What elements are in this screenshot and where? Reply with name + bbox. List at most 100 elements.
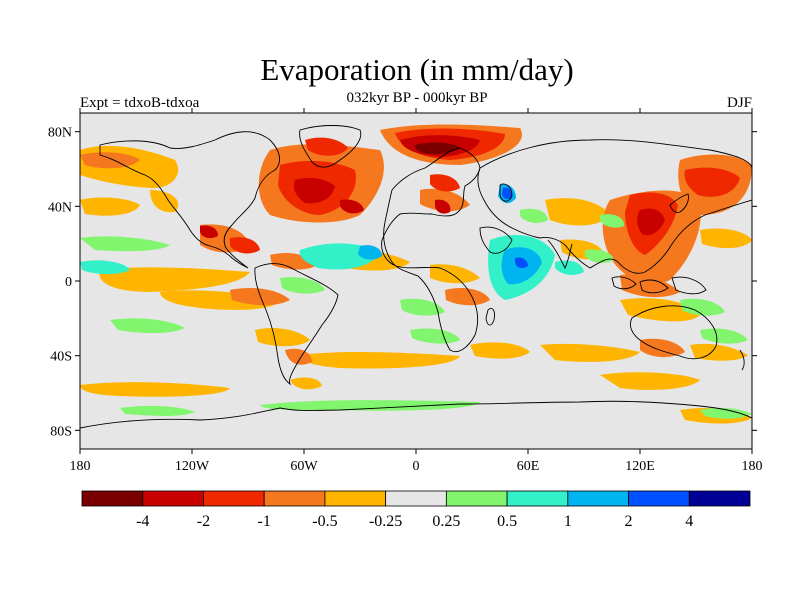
anomaly-patch: [293, 178, 335, 204]
anomaly-patch: [358, 245, 382, 260]
anomaly-patch: [300, 352, 460, 369]
season-label: DJF: [726, 95, 752, 111]
colorbar-label: 0.25: [432, 513, 460, 530]
anomaly-patch: [620, 274, 680, 298]
anomaly-patch: [400, 298, 445, 316]
anomaly-patch: [420, 188, 470, 212]
anomaly-patch: [340, 199, 364, 214]
colorbar-label: -0.25: [369, 513, 402, 530]
new-zealand-coast: [739, 349, 745, 371]
anomaly-patch: [640, 338, 685, 358]
anomaly-patch: [200, 225, 218, 239]
anomaly-patch: [600, 214, 625, 228]
colorbar-swatch: [567, 490, 629, 507]
y-tick-label: 80N: [48, 126, 72, 141]
japan-coast: [669, 193, 689, 213]
anomaly-patch: [80, 152, 140, 169]
anomaly-patch: [637, 208, 665, 236]
colorbar-swatch: [81, 490, 144, 507]
anomaly-patch: [520, 208, 548, 223]
chart-subtitle: 032kyr BP - 000kyr BP: [346, 90, 488, 106]
x-tick-label: 180: [70, 459, 91, 474]
x-tick-label: 180: [742, 459, 763, 474]
anomaly-patch: [80, 382, 230, 397]
anomaly-patch: [110, 318, 185, 334]
anomaly-patch: [680, 298, 725, 316]
greenland-coast: [299, 125, 362, 168]
y-axis: 80N 40N 0 40S 80S: [48, 126, 757, 439]
colorbar: -4 -2 -1 -0.5 -0.25 0.25 0.5 1 2 4: [81, 490, 751, 530]
anomaly-patch: [502, 187, 513, 200]
anomaly-level-2-positive: [502, 187, 528, 269]
anomaly-patch: [285, 348, 312, 365]
colorbar-swatch: [203, 490, 265, 507]
x-tick-label: 60W: [290, 459, 318, 474]
anomaly-level-025-positive: [80, 208, 752, 419]
anomaly-patch: [305, 137, 348, 156]
experiment-label: Expt = tdxoB-tdxoa: [80, 95, 200, 111]
colorbar-label: 2: [625, 513, 633, 530]
anomaly-patch: [620, 298, 700, 322]
colorbar-label: -1: [258, 513, 271, 530]
anomaly-patch: [80, 197, 140, 216]
y-tick-label: 40S: [50, 350, 72, 365]
maritime-continent-coast: [611, 276, 707, 295]
anomaly-patch: [99, 267, 250, 292]
anomaly-patch: [445, 288, 490, 306]
anomaly-field: [80, 124, 752, 424]
colorbar-swatch: [263, 490, 326, 507]
anomaly-patch: [120, 405, 195, 416]
anomaly-patch: [80, 236, 170, 252]
anomaly-patch: [600, 372, 700, 390]
anomaly-patch: [555, 260, 584, 275]
colorbar-label: -2: [197, 513, 210, 530]
arabia-coast: [479, 226, 513, 254]
x-tick-label: 120E: [625, 459, 655, 474]
anomaly-patch: [255, 328, 310, 347]
anomaly-patch: [280, 277, 325, 294]
colorbar-swatch: [324, 490, 387, 507]
caspian-coast: [499, 183, 513, 202]
colorbar-swatch: [445, 490, 508, 507]
x-tick-label: 120W: [175, 459, 210, 474]
colorbar-label: 1: [564, 513, 572, 530]
anomaly-patch: [700, 407, 752, 419]
anomaly-patch: [545, 198, 610, 226]
x-tick-label: 0: [413, 459, 420, 474]
colorbar-label: 0.5: [497, 513, 517, 530]
anomaly-level-4-negative: [414, 142, 460, 155]
india-coast: [547, 239, 573, 270]
colorbar-swatch: [628, 490, 690, 507]
coastlines: [80, 125, 752, 429]
colorbar-swatch: [385, 490, 447, 507]
antarctica-coast: [80, 400, 752, 429]
north-america-coast: [99, 131, 281, 269]
anomaly-patch: [684, 167, 740, 197]
colorbar-swatch: [688, 490, 751, 507]
south-america-coast: [254, 263, 339, 386]
anomaly-patch: [540, 343, 640, 362]
colorbar-label: 4: [685, 513, 693, 530]
anomaly-patch: [80, 260, 130, 275]
anomaly-patch: [230, 288, 290, 306]
anomaly-patch: [435, 199, 451, 214]
anomaly-patch: [414, 142, 460, 155]
anomaly-patch: [515, 257, 528, 269]
y-tick-label: 80S: [50, 424, 72, 439]
anomaly-patch: [230, 237, 260, 254]
colorbar-swatch: [506, 490, 569, 507]
anomaly-patch: [150, 190, 179, 213]
chart-title: Evaporation (in mm/day): [260, 52, 574, 87]
madagascar-coast: [485, 308, 495, 326]
x-axis: 180 120W 60W 0 60E 120E 180: [70, 108, 763, 474]
y-tick-label: 40N: [48, 200, 72, 215]
anomaly-patch: [260, 400, 480, 411]
anomaly-patch: [410, 328, 460, 344]
colorbar-swatch: [142, 490, 204, 507]
anomaly-patch: [700, 328, 748, 344]
anomaly-patch: [470, 342, 530, 359]
colorbar-label: -4: [136, 513, 149, 530]
asia-coast: [477, 139, 752, 274]
x-tick-label: 60E: [517, 459, 540, 474]
